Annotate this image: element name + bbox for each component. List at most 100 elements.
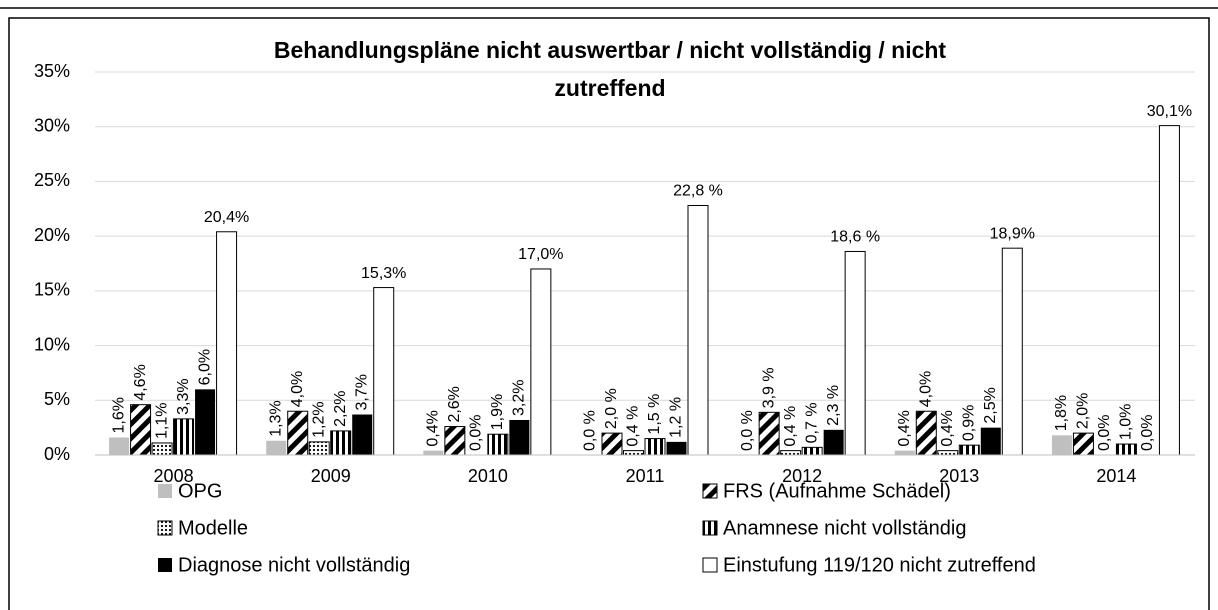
legend-label: OPG <box>178 480 222 502</box>
data-label: 0,4% <box>939 410 956 446</box>
bar <box>151 442 173 456</box>
bar <box>487 433 509 456</box>
bar <box>601 432 623 456</box>
data-label: 1,9% <box>489 394 506 430</box>
data-label: 1,2% <box>310 401 327 437</box>
bar <box>1001 247 1023 456</box>
bar <box>1072 432 1094 456</box>
data-label: 1,6% <box>110 397 127 433</box>
x-tick-label: 2014 <box>1096 466 1136 486</box>
legend-swatch <box>702 483 718 499</box>
bar <box>758 411 780 456</box>
bar <box>373 287 395 456</box>
data-label: 0,0% <box>1139 415 1156 451</box>
y-tick-label: 30% <box>34 115 70 135</box>
x-tick-label: 2012 <box>782 466 822 486</box>
bar <box>623 450 644 456</box>
data-label: 30,1% <box>1147 103 1192 120</box>
data-label: 0,9% <box>961 405 978 441</box>
bar <box>1051 435 1072 455</box>
data-label: 0,4% <box>896 410 913 446</box>
bar <box>130 404 152 456</box>
data-label: 0,4% <box>425 410 442 446</box>
bar <box>530 268 552 456</box>
data-label: 1,8% <box>1053 395 1070 431</box>
data-label: 3,2% <box>511 380 528 416</box>
data-label: 1,1% <box>153 402 170 438</box>
data-label: 2,2% <box>332 390 349 426</box>
bar <box>844 250 866 456</box>
data-label: 15,3% <box>361 265 406 282</box>
bar <box>330 430 352 456</box>
bar <box>958 444 980 456</box>
data-label: 0,0 % <box>739 410 756 451</box>
data-label: 22,8 % <box>673 183 723 200</box>
bar <box>937 450 959 456</box>
data-label: 18,6 % <box>830 229 880 246</box>
data-label: 6,0% <box>196 349 213 385</box>
x-tick-label: 2009 <box>311 466 351 486</box>
legend-label: Diagnose nicht vollständig <box>178 554 410 576</box>
chart-title: Behandlungspläne nicht auswertbar / nich… <box>274 37 947 63</box>
data-label: 0,7 % <box>803 402 820 443</box>
y-tick-label: 15% <box>34 280 70 300</box>
bar <box>352 414 373 455</box>
data-label: 4,6% <box>132 364 149 400</box>
data-label: 4,0% <box>289 371 306 407</box>
data-label: 20,4% <box>204 209 249 226</box>
legend-swatch <box>702 520 718 536</box>
bar <box>915 410 937 456</box>
bar <box>509 419 530 455</box>
bar <box>644 438 666 456</box>
data-label: 1,5 % <box>646 394 663 435</box>
y-tick-label: 10% <box>34 334 70 354</box>
data-label: 3,7% <box>353 374 370 410</box>
legend-label: Anamnese nicht vollständig <box>723 517 966 539</box>
data-label: 0,4 % <box>782 406 799 447</box>
x-tick-label: 2010 <box>468 466 508 486</box>
bar <box>780 450 802 456</box>
legend-swatch <box>158 558 172 572</box>
x-tick-label: 2013 <box>939 466 979 486</box>
data-label: 1,0% <box>1118 404 1135 440</box>
bar <box>109 437 130 455</box>
bar <box>195 389 216 455</box>
y-tick-label: 25% <box>34 170 70 190</box>
bar <box>173 418 195 456</box>
data-label: 17,0% <box>518 246 563 263</box>
data-label: 2,5% <box>982 387 999 423</box>
data-label: 0,0 % <box>582 410 599 451</box>
bar <box>823 429 844 455</box>
bar <box>287 410 309 456</box>
bar <box>687 205 709 456</box>
bar <box>1158 125 1180 456</box>
x-tick-label: 2008 <box>154 466 194 486</box>
data-label: 1,2 % <box>668 397 685 438</box>
data-label: 4,0% <box>918 371 935 407</box>
data-label: 2,6% <box>446 386 463 422</box>
y-tick-label: 0% <box>44 444 70 464</box>
bar <box>308 441 330 456</box>
bar <box>1115 443 1137 456</box>
y-tick-label: 20% <box>34 225 70 245</box>
data-label: 0,0% <box>468 415 485 451</box>
data-label: 2,0% <box>1075 393 1092 429</box>
chart-title: zutreffend <box>554 75 665 101</box>
legend-label: Einstufung 119/120 nicht zutreffend <box>723 554 1036 576</box>
legend-swatch <box>702 557 718 573</box>
data-label: 2,3 % <box>825 385 842 426</box>
bar <box>423 450 444 455</box>
x-tick-label: 2011 <box>626 466 665 486</box>
y-tick-label: 35% <box>34 61 70 81</box>
bar <box>666 441 687 455</box>
legend-label: FRS (Aufnahme Schädel) <box>723 480 951 502</box>
data-label: 2,0 % <box>603 388 620 429</box>
data-label: 18,9% <box>990 225 1035 242</box>
legend-swatch <box>158 484 172 498</box>
bar <box>216 231 238 456</box>
data-label: 0,4 % <box>625 406 642 447</box>
data-label: 3,3% <box>175 378 192 414</box>
y-tick-label: 5% <box>44 389 70 409</box>
bar <box>444 426 466 456</box>
